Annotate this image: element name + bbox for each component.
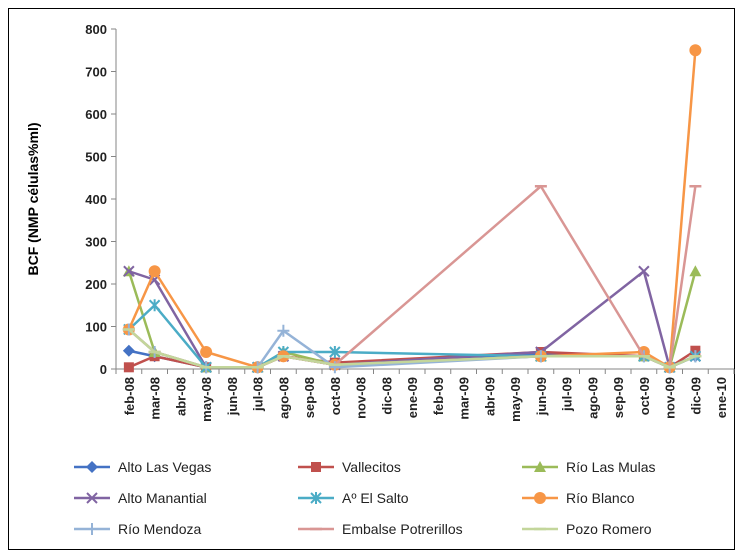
axes: 0 100 200 300 400 500 600 700 800 feb-08 mar-08 abr… [85,22,735,422]
series-rio-blanco [122,44,702,374]
series-line [128,185,697,369]
x-tick-label: dic-08 [379,377,394,415]
series-layer [122,44,702,374]
x-tick-label: jun-08 [225,377,240,416]
series-embalse-potrerillos [122,185,702,369]
data-point [277,324,290,337]
series-line [127,50,697,369]
y-tick-label: 100 [85,320,107,335]
series-line [128,328,696,369]
data-point [148,265,161,278]
x-tick-label: dic-09 [688,377,703,415]
x-tick-label: ago-08 [276,377,291,419]
legend-marker [534,492,546,504]
x-tick-label: ago-09 [585,377,600,419]
data-point [638,265,650,277]
x-tick-label: ene-09 [405,377,420,418]
x-tick-label: nov-08 [354,377,369,419]
y-axis-label: BCF (NMP células%ml) [25,123,41,276]
x-tick-label: may-09 [508,377,523,422]
y-tick-label: 800 [85,22,107,37]
data-point [148,299,161,312]
x-tick-label: feb-09 [431,377,446,415]
x-tick-label: mar-09 [457,377,472,420]
data-point [689,44,702,57]
y-tick-label: 700 [85,65,107,80]
data-point [329,346,341,358]
x-tick-label: sep-09 [611,377,626,418]
chart-frame [8,8,735,550]
legend-label: Río Blanco [566,490,635,506]
x-tick-label: oct-08 [328,377,343,415]
x-tick-label: feb-08 [122,377,137,415]
legend-entry: Alto Las Vegas [74,459,211,475]
x-tick-label: mar-08 [148,377,163,420]
y-tick-label: 0 [100,362,107,377]
x-tick-label: sep-08 [302,377,317,418]
x-tick-label: jul-08 [251,377,266,412]
legend-marker [534,461,546,472]
legend: Alto Las Vegas Vallecitos Río Las Mulas Alt… [74,459,655,537]
x-tick-label: abr-08 [173,377,188,416]
legend-marker [86,492,98,504]
legend-marker [310,492,322,504]
x-tick-label: ene-10 [714,377,729,418]
y-tick-label: 500 [85,150,107,165]
data-point [200,346,213,358]
legend-entry: Pozo Romero [522,521,652,537]
legend-label: Alto Manantial [118,490,207,506]
y-tick-label: 300 [85,235,107,250]
legend-label: Aº El Salto [342,490,409,506]
y-tick-label: 200 [85,277,107,292]
legend-label: Río Las Mulas [566,459,655,475]
legend-entry: Alto Manantial [74,490,207,506]
x-tick-label: jun-09 [534,377,549,416]
data-point [123,265,135,277]
x-tick-label: oct-09 [637,377,652,415]
x-tick-label: abr-09 [482,377,497,416]
legend-entry: Río Las Mulas [522,459,655,475]
legend-label: Alto Las Vegas [118,459,211,475]
x-tick-label: may-08 [199,377,214,422]
legend-marker [311,462,321,472]
y-tick-label: 400 [85,192,107,207]
legend-label: Vallecitos [342,459,401,475]
x-tick-label: nov-09 [663,377,678,419]
legend-marker [86,523,98,535]
series-pozo-romero [122,328,702,369]
data-point [122,344,135,357]
legend-entry: Aº El Salto [298,490,409,506]
legend-label: Río Mendoza [118,521,201,537]
y-tick-label: 600 [85,107,107,122]
legend-marker [86,461,98,473]
data-point [123,362,134,373]
x-tick-label: jul-09 [560,377,575,412]
legend-label: Pozo Romero [566,521,652,537]
legend-entry: Río Blanco [522,490,635,506]
legend-label: Embalse Potrerillos [342,521,463,537]
data-point [689,265,702,277]
legend-entry: Vallecitos [298,459,401,475]
legend-entry: Embalse Potrerillos [298,521,463,537]
legend-entry: Río Mendoza [74,521,201,537]
